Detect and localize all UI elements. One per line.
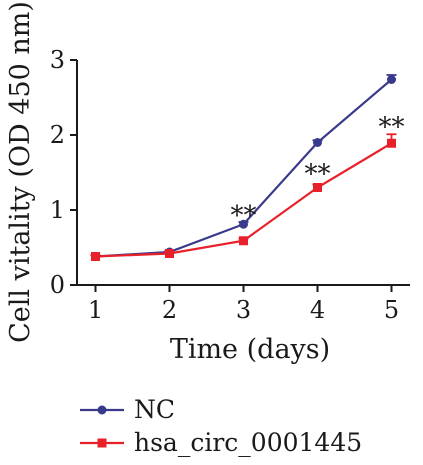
data-point [387,75,396,84]
x-axis-label: Time (days) [170,334,330,365]
data-point [313,138,322,147]
legend: NC hsa_circ_0001445 [80,395,362,457]
x-tick-label: 5 [384,296,399,324]
legend-item: NC [80,395,175,424]
y-tick-label: 2 [50,121,65,149]
x-tick-label: 1 [88,296,103,324]
significance-label: ** [379,112,405,142]
data-point [239,219,248,229]
x-tick-label: 2 [162,296,177,324]
y-tick-label: 3 [50,46,65,74]
x-tick-label: 3 [236,296,251,324]
x-tick-label: 4 [310,296,325,324]
y-ticks: 0 1 2 3 [50,46,77,299]
data-point [239,236,248,246]
data-point [313,183,322,192]
legend-marker [97,405,107,415]
legend-item: hsa_circ_0001445 [80,428,362,457]
significance-label: ** [305,160,331,190]
data-point [91,252,100,261]
significance-label: ** [231,201,257,231]
legend-label: NC [134,395,175,424]
legend-label: hsa_circ_0001445 [134,428,362,457]
annotations: ** ** ** [231,112,405,231]
data-point [165,249,174,258]
y-tick-label: 0 [50,271,65,299]
data-point [387,138,396,148]
legend-marker [97,438,107,448]
y-tick-label: 1 [50,196,65,224]
x-ticks: 1 2 3 4 5 [88,285,399,324]
series-1 [90,133,397,261]
series-layer [90,74,397,261]
y-axis-label: Cell vitality (OD 450 nm) [5,1,36,343]
